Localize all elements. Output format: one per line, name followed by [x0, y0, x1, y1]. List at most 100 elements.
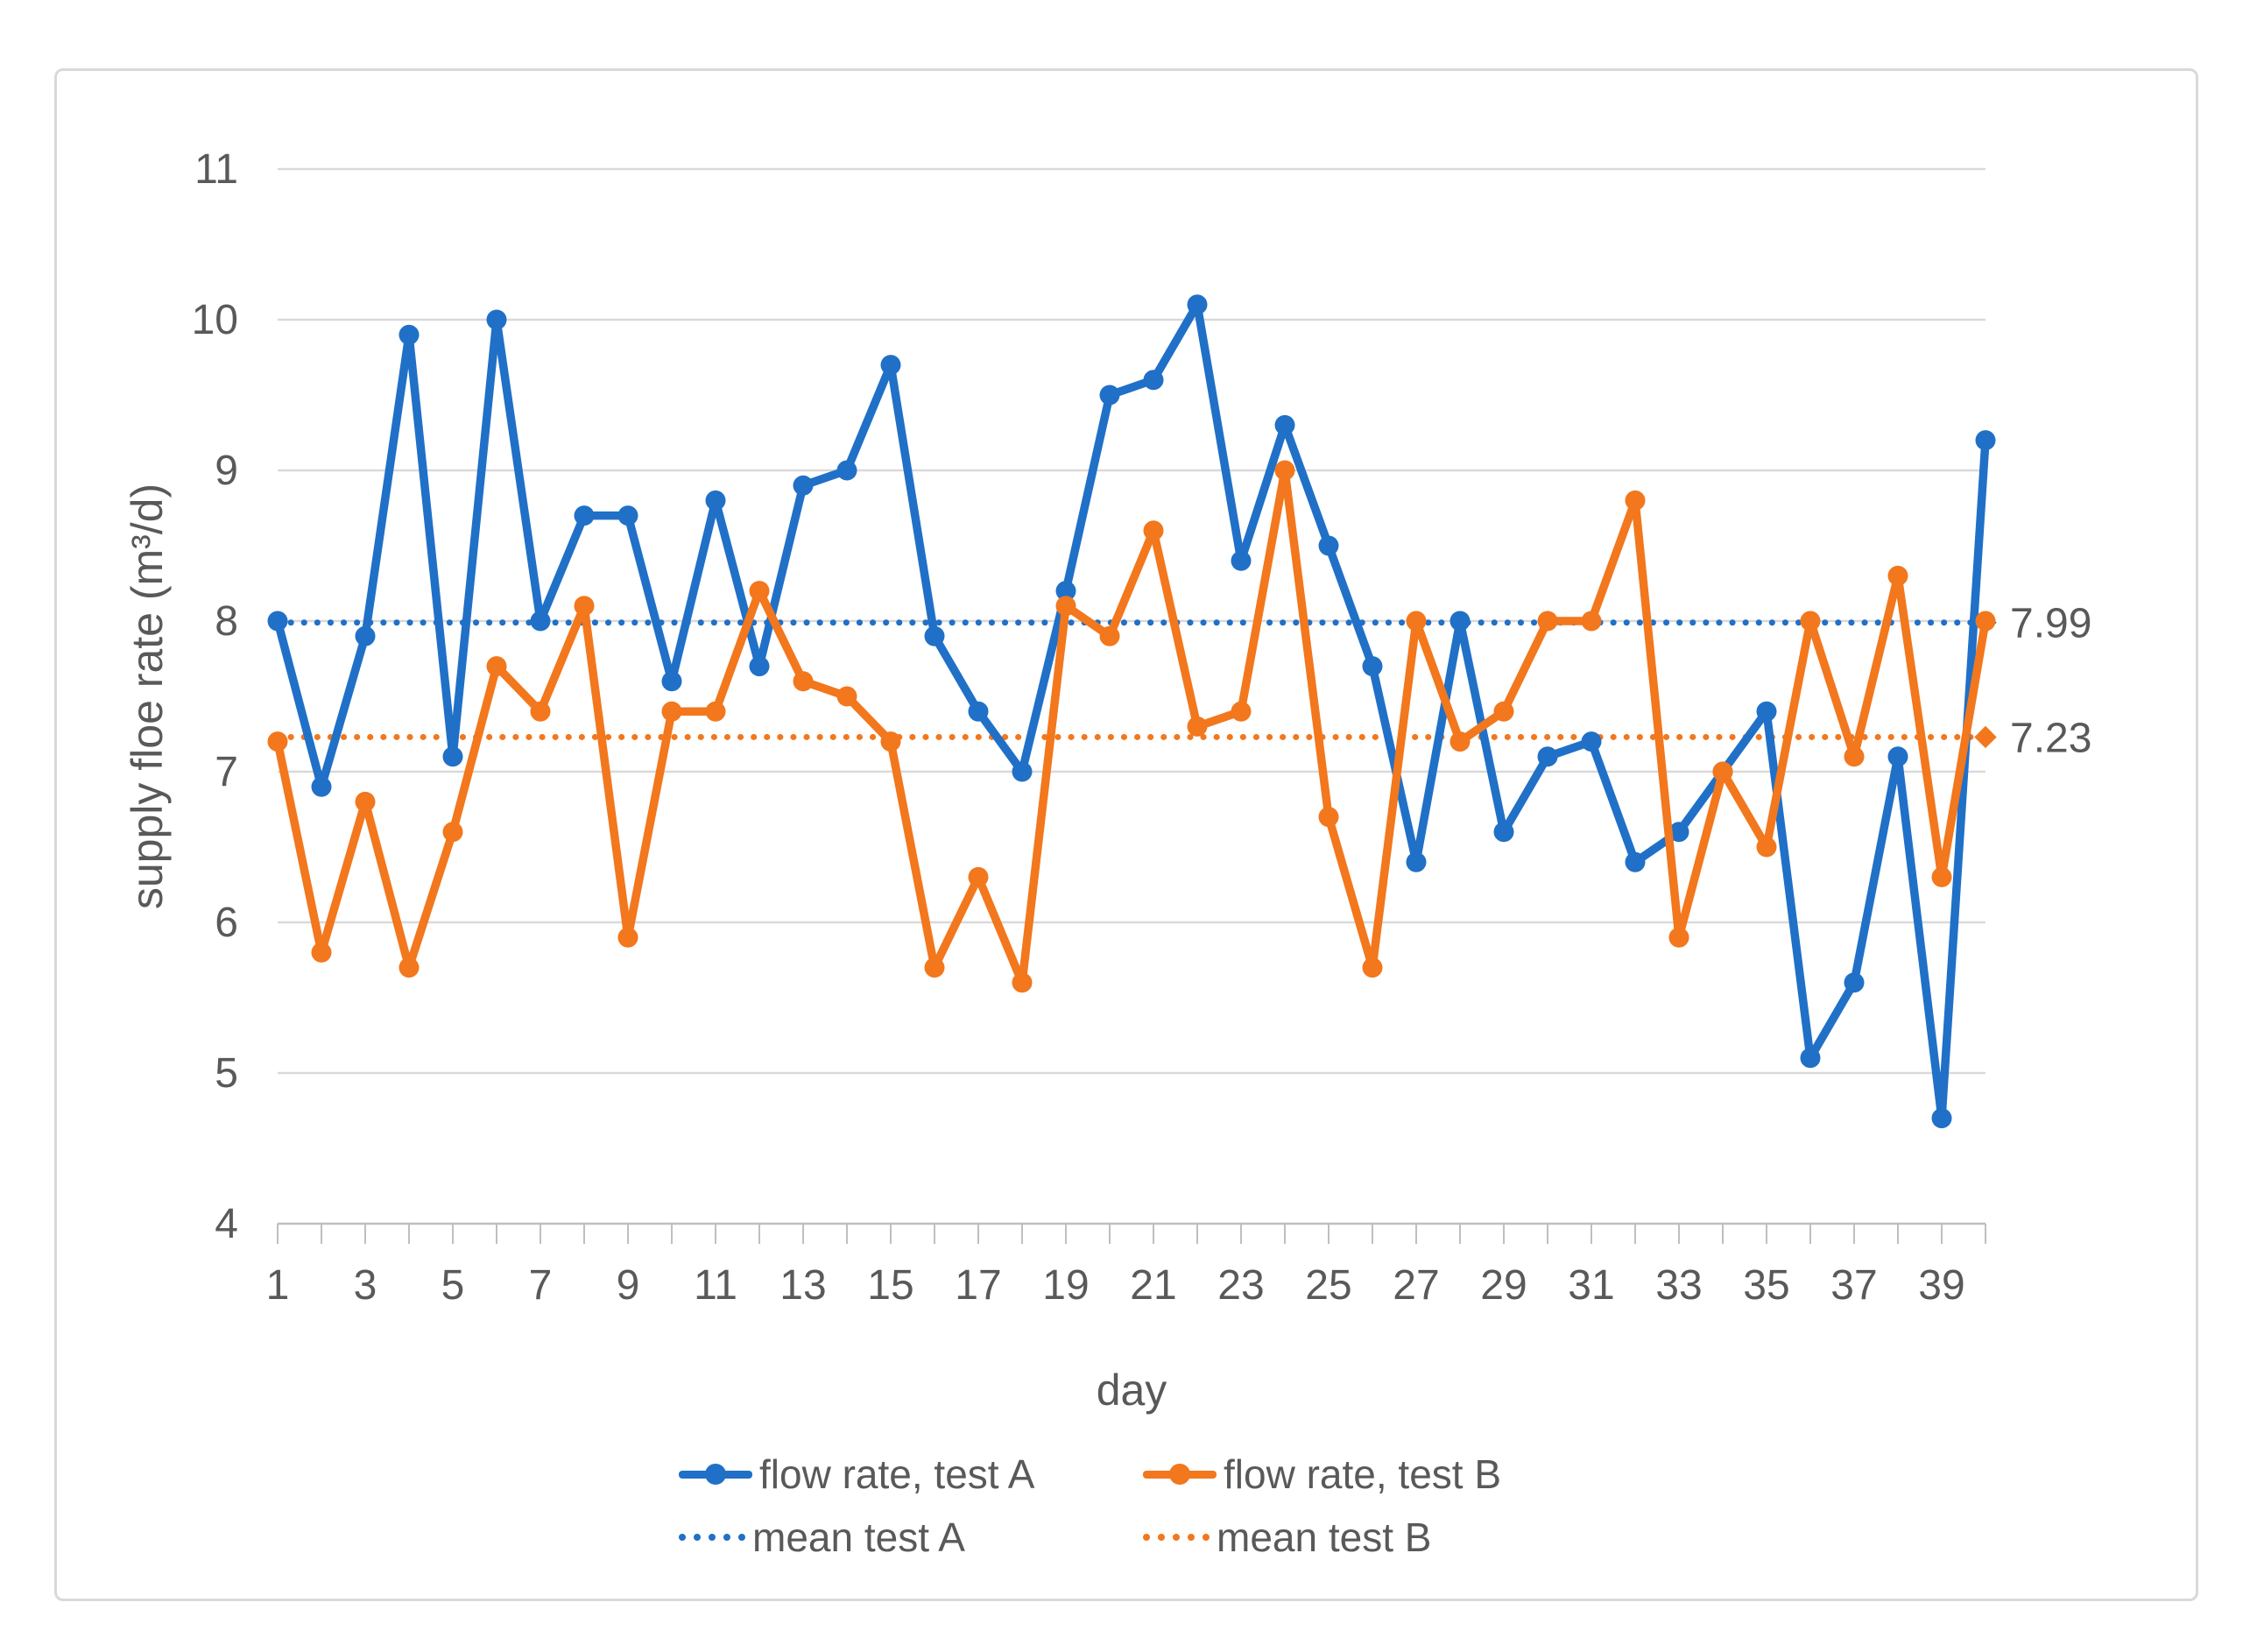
data-point-marker [1231, 550, 1252, 571]
data-point-marker [399, 324, 420, 345]
data-point-marker [574, 596, 595, 617]
legend-label: mean test A [752, 1514, 965, 1560]
legend-dotted-swatch-mean-a-icon [679, 1534, 745, 1541]
data-point-marker [311, 942, 332, 963]
data-point-marker [355, 625, 376, 646]
x-tick-label: 25 [1305, 1262, 1351, 1309]
y-tick-label: 8 [215, 598, 238, 645]
y-tick-label: 11 [194, 146, 238, 193]
data-point-marker [442, 746, 463, 767]
legend-item-mean-test-a: mean test A [679, 1514, 965, 1560]
series-line [273, 300, 1990, 1123]
data-point-marker [267, 731, 288, 752]
data-point-marker [836, 686, 857, 707]
legend-item-flow-rate-test-b: flow rate, test B [1143, 1451, 1502, 1497]
data-point-marker [267, 611, 288, 632]
mean-value-label: 7.99 [2010, 601, 2091, 647]
data-point-marker [749, 581, 770, 602]
x-tick-label: 33 [1655, 1262, 1702, 1309]
data-point-marker [1449, 611, 1471, 632]
data-point-marker [530, 701, 551, 722]
mean-line-end-diamond-icon [1974, 725, 1997, 749]
x-tick-label: 39 [1918, 1262, 1964, 1309]
data-point-marker [836, 460, 857, 481]
x-tick-label: 5 [441, 1262, 465, 1309]
x-tick-label: 19 [1042, 1262, 1089, 1309]
data-point-marker [1581, 611, 1602, 632]
data-point-marker [1537, 746, 1558, 767]
data-point-marker [486, 656, 507, 677]
x-tick-label: 15 [867, 1262, 913, 1309]
data-point-marker [924, 957, 945, 978]
mean-value-label: 7.23 [2010, 715, 2091, 761]
data-point-marker [1493, 701, 1514, 722]
x-tick-label: 31 [1568, 1262, 1614, 1309]
series-line [273, 466, 1990, 987]
x-axis-title: day [1096, 1366, 1167, 1415]
y-tick-label: 5 [215, 1050, 238, 1097]
x-tick-label: 13 [779, 1262, 826, 1309]
x-tick-label: 3 [354, 1262, 377, 1309]
y-tick-label: 6 [215, 900, 238, 946]
y-tick-label: 4 [215, 1201, 238, 1247]
legend-item-mean-test-b: mean test B [1143, 1514, 1432, 1560]
x-tick-label: 9 [617, 1262, 640, 1309]
data-point-marker [486, 309, 507, 330]
data-point-marker [1844, 746, 1865, 767]
data-point-marker [1800, 1048, 1821, 1069]
data-point-marker [1493, 822, 1514, 843]
x-tick-label: 7 [529, 1262, 553, 1309]
x-tick-label: 27 [1393, 1262, 1439, 1309]
data-point-marker [1099, 625, 1120, 646]
x-tick-label: 29 [1480, 1262, 1527, 1309]
data-point-marker [1012, 972, 1033, 993]
data-point-marker [1931, 1108, 1952, 1129]
data-point-marker [399, 957, 420, 978]
data-point-marker [530, 611, 551, 632]
data-point-marker [793, 671, 814, 692]
data-point-marker [661, 701, 682, 722]
data-point-marker [1187, 716, 1208, 737]
data-point-marker [1143, 370, 1164, 391]
x-tick-label: 11 [694, 1262, 737, 1309]
data-point-marker [661, 671, 682, 692]
data-point-marker [1274, 460, 1295, 481]
data-point-marker [1975, 430, 1996, 451]
data-point-marker [1406, 611, 1427, 632]
data-point-marker [924, 625, 945, 646]
data-point-marker [880, 731, 901, 752]
x-tick-label: 35 [1743, 1262, 1789, 1309]
data-point-marker [1099, 385, 1120, 406]
data-point-marker [1143, 520, 1164, 541]
data-point-marker [1362, 656, 1383, 677]
data-point-marker [1581, 731, 1602, 752]
x-tick-label: 17 [955, 1262, 1001, 1309]
data-point-marker [1012, 761, 1033, 782]
y-tick-label: 9 [215, 448, 238, 494]
data-point-marker [1844, 972, 1865, 993]
data-point-marker [1668, 822, 1689, 843]
data-point-marker [1055, 596, 1076, 617]
data-point-marker [617, 505, 638, 526]
data-point-marker [705, 490, 726, 511]
legend-line-swatch-test-b-icon [1143, 1464, 1217, 1485]
data-point-marker [1187, 294, 1208, 315]
data-point-marker [1887, 565, 1908, 586]
data-point-marker [705, 701, 726, 722]
data-point-marker [1756, 837, 1777, 858]
legend-label: mean test B [1217, 1514, 1432, 1560]
data-point-marker [1231, 701, 1252, 722]
legend-label: flow rate, test B [1224, 1451, 1502, 1497]
x-tick-label: 21 [1130, 1262, 1176, 1309]
data-point-marker [1625, 490, 1646, 511]
legend-dotted-swatch-mean-b-icon [1143, 1534, 1210, 1541]
data-point-marker [1712, 761, 1733, 782]
y-tick-label: 7 [215, 749, 238, 795]
data-point-marker [355, 791, 376, 812]
legend-item-flow-rate-test-a: flow rate, test A [679, 1451, 1034, 1497]
data-point-marker [1931, 866, 1952, 887]
data-point-marker [311, 776, 332, 797]
data-point-marker [1975, 611, 1996, 632]
